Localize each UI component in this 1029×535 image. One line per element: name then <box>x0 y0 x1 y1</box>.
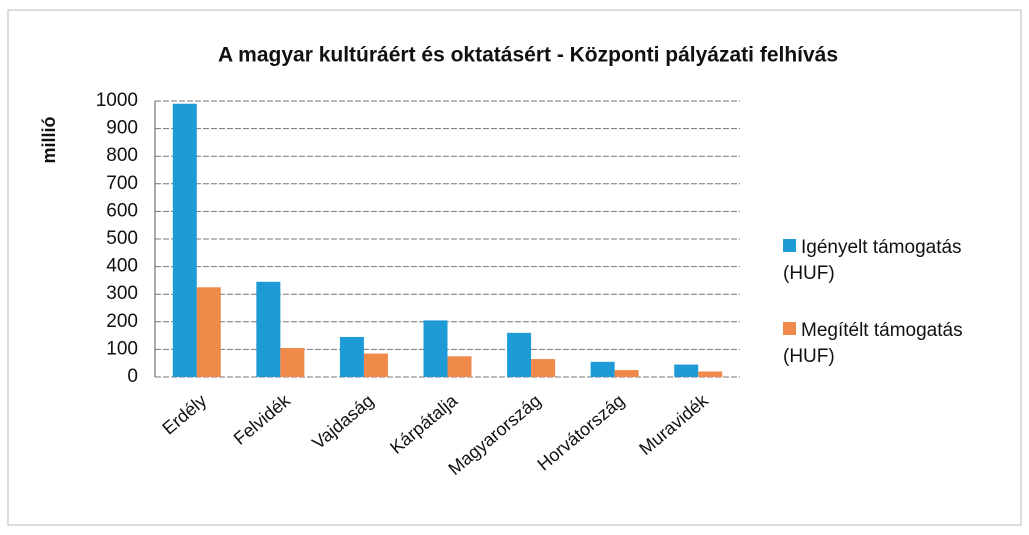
bar <box>339 336 364 377</box>
legend-label: Igényelt támogatás (HUF) <box>783 237 962 284</box>
x-tick-label: Kárpátalja <box>386 390 462 458</box>
bar <box>531 359 556 377</box>
bar <box>614 370 639 377</box>
legend-entry: Igényelt támogatás (HUF) <box>783 235 998 287</box>
chart-title: A magyar kultúráért és oktatásért - Közp… <box>218 44 838 67</box>
x-tick-label: Vajdaság <box>308 390 377 453</box>
x-tick-label: Erdély <box>158 390 210 438</box>
bar <box>423 320 448 377</box>
y-tick-label: 300 <box>106 283 138 304</box>
bar <box>590 361 615 377</box>
y-tick-label: 500 <box>106 228 138 249</box>
bar <box>507 332 532 377</box>
legend-swatch <box>783 239 796 252</box>
y-tick-label: 100 <box>106 338 138 359</box>
x-tick-label: Felvidék <box>230 390 295 449</box>
y-tick-label: 700 <box>106 173 138 194</box>
y-tick-label: 800 <box>106 145 138 166</box>
bar <box>363 353 388 377</box>
x-tick-label: Magyarország <box>444 390 544 479</box>
frame <box>7 9 1022 526</box>
legend-entry: Megítélt támogatás (HUF) <box>783 318 998 370</box>
legend-swatch <box>783 322 796 335</box>
bar <box>172 103 197 377</box>
x-tick-label: Horvátország <box>533 390 628 474</box>
y-tick-label: 900 <box>106 118 138 139</box>
y-axis-label: millió <box>39 116 59 163</box>
y-tick-label: 200 <box>106 311 138 332</box>
bar <box>698 371 723 377</box>
legend-label: Megítélt támogatás (HUF) <box>783 320 963 367</box>
bar <box>280 348 305 377</box>
bar <box>196 287 221 377</box>
y-tick-label: 600 <box>106 200 138 221</box>
x-tick-label: Muravidék <box>635 390 712 459</box>
bar <box>256 281 281 377</box>
bar <box>674 364 699 377</box>
bar <box>447 356 472 377</box>
y-tick-label: 400 <box>106 256 138 277</box>
y-tick-label: 0 <box>127 366 138 387</box>
y-tick-label: 1000 <box>96 90 138 111</box>
